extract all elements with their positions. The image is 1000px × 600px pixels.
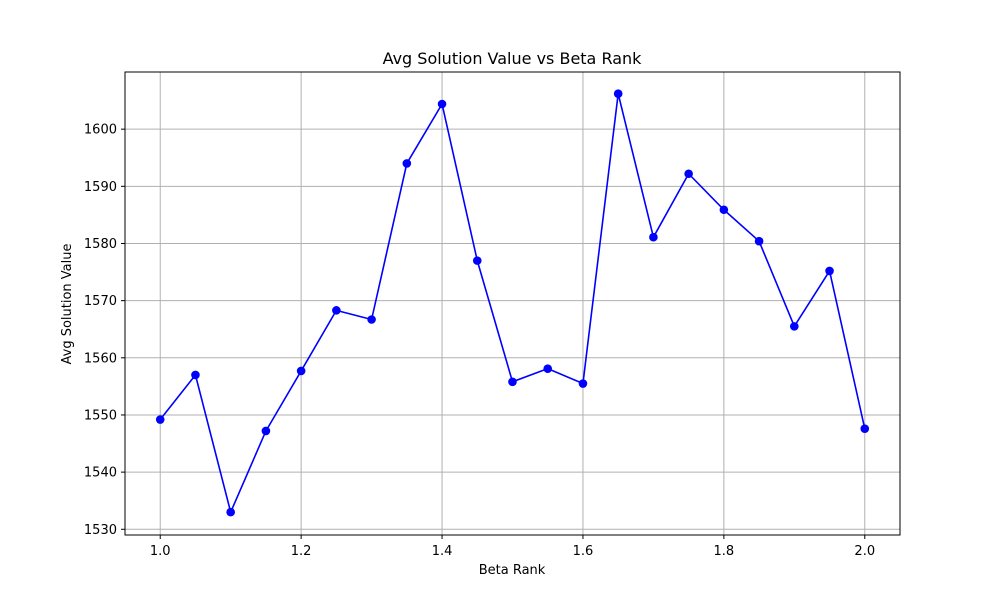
data-point bbox=[508, 377, 517, 387]
data-point bbox=[191, 370, 200, 380]
y-tick-label: 1560 bbox=[84, 351, 117, 366]
x-tick-label: 1.4 bbox=[432, 544, 453, 559]
x-axis-label: Beta Rank bbox=[479, 563, 546, 578]
data-point bbox=[437, 99, 447, 109]
series-layer bbox=[155, 89, 870, 517]
x-tick-label: 1.2 bbox=[291, 544, 312, 559]
data-point bbox=[754, 236, 764, 246]
data-point bbox=[367, 315, 376, 324]
data-point bbox=[719, 205, 729, 215]
y-tick-label: 1590 bbox=[84, 180, 117, 195]
data-point bbox=[296, 366, 306, 376]
data-point bbox=[261, 426, 271, 436]
y-axis-ticks: 1530 1540 1550 1560 1570 1580 1590 1600 bbox=[84, 123, 125, 538]
data-point bbox=[226, 507, 235, 517]
y-tick-label: 1570 bbox=[84, 294, 117, 309]
x-tick-label: 1.0 bbox=[150, 544, 171, 559]
y-tick-label: 1540 bbox=[84, 466, 117, 481]
data-point bbox=[155, 415, 165, 424]
data-point bbox=[402, 159, 412, 168]
data-point bbox=[649, 232, 658, 242]
data-point bbox=[578, 379, 588, 388]
data-point bbox=[825, 266, 834, 276]
plot-area-frame bbox=[124, 71, 901, 536]
x-tick-label: 1.6 bbox=[573, 544, 594, 559]
series-line bbox=[159, 92, 866, 513]
data-point bbox=[684, 169, 693, 179]
data-point bbox=[543, 364, 553, 373]
data-point bbox=[613, 89, 623, 99]
y-tick-label: 1600 bbox=[84, 123, 117, 138]
data-point bbox=[790, 322, 799, 331]
grid bbox=[125, 72, 900, 535]
y-tick-label: 1550 bbox=[84, 408, 117, 423]
data-point bbox=[860, 424, 870, 433]
y-axis-label: Avg Solution Value bbox=[60, 243, 75, 364]
y-tick-label: 1530 bbox=[84, 523, 117, 538]
x-tick-label: 2.0 bbox=[854, 544, 875, 559]
data-point bbox=[332, 306, 341, 315]
x-tick-label: 1.8 bbox=[714, 544, 735, 559]
y-tick-label: 1580 bbox=[84, 237, 117, 252]
x-axis-ticks: 1.0 1.2 1.4 1.6 1.8 2.0 bbox=[150, 535, 875, 559]
data-point bbox=[472, 256, 482, 265]
chart-title: Avg Solution Value vs Beta Rank bbox=[383, 49, 643, 68]
